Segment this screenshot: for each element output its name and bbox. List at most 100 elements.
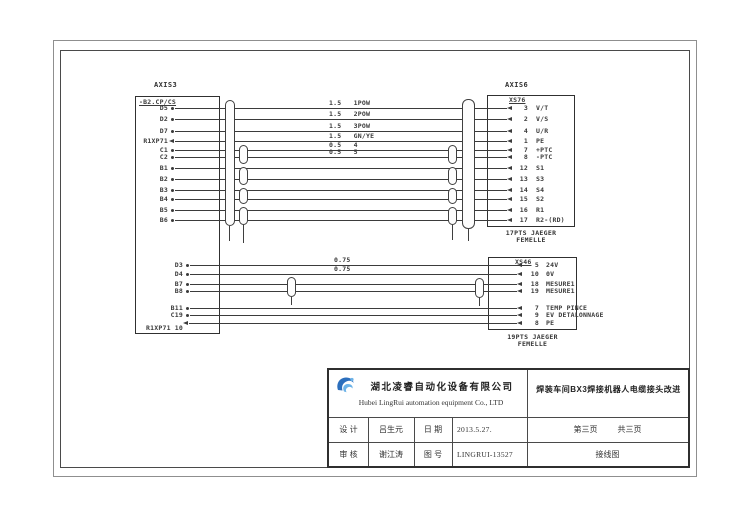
arrow-into-pin-icon: [517, 321, 522, 325]
title-block: 湖北凌睿自动化设备有限公司 Hubei LingRui automation e…: [327, 368, 690, 468]
pin-label-left: D5: [159, 104, 168, 112]
pin-label-left: D4: [174, 270, 183, 278]
right-bottom-connector-caption: 19PTS JAEGER: [507, 333, 558, 341]
pin-number: 5: [534, 261, 539, 269]
page-info: 第三页 共三页: [527, 417, 688, 442]
wire-junction-dot: [186, 314, 189, 317]
pin-signal-name: EV DETALONNAGE: [546, 311, 604, 319]
pin-number: 17: [519, 216, 528, 224]
pin-label-left: B4: [159, 195, 168, 203]
arrow-into-pin-icon: [517, 306, 522, 310]
wire-line: [190, 284, 517, 286]
pin-number: 12: [519, 164, 528, 172]
wire-line: [175, 108, 507, 110]
pin-label-left: B5: [159, 206, 168, 214]
pin-number: 2: [523, 115, 528, 123]
page-number: 第三页: [573, 425, 598, 434]
wire-junction-dot: [171, 198, 174, 201]
title-block-divider: [452, 417, 453, 466]
wire-junction-dot: [186, 290, 189, 293]
pin-number: 3: [523, 104, 528, 112]
pin-label-left: B1: [159, 164, 168, 172]
title-block-divider: [368, 417, 369, 466]
arrow-into-pin-icon: [517, 282, 522, 286]
pin-number: 8: [534, 319, 539, 327]
wire-junction-dot: [186, 273, 189, 276]
pin-number: 7: [534, 304, 539, 312]
pin-number: 1: [523, 137, 528, 145]
cable-sheath: [239, 145, 248, 164]
pin-label-left: B7: [174, 280, 183, 288]
right-top-connector-caption: 17PTS JAEGER: [505, 229, 557, 237]
pin-number: 15: [519, 195, 528, 203]
drawing-no-label: 图 号: [423, 449, 443, 459]
check-label: 审 核: [339, 449, 358, 459]
arrow-into-pin-icon: [507, 117, 512, 121]
wire-size-label: 1.5 GN/YE: [329, 132, 375, 140]
pin-number: 16: [519, 206, 528, 214]
sheet-name: 接线图: [595, 449, 620, 459]
pin-signal-name: PE: [536, 137, 545, 145]
arrow-into-pin-icon: [507, 155, 512, 159]
pin-signal-name: R1: [536, 206, 545, 214]
wire-line: [175, 150, 507, 152]
pin-label-left: C19: [170, 311, 183, 319]
wire-line: [175, 190, 507, 192]
pin-label-left: B8: [174, 287, 183, 295]
sheath-tail: [229, 226, 231, 241]
drawing-no-value: LINGRUI-13527: [457, 449, 513, 459]
pin-number: 18: [530, 280, 539, 288]
left-connector-footer: R1XP71 10: [146, 324, 184, 332]
pin-number: 13: [519, 175, 528, 183]
cable-sheath: [239, 167, 248, 185]
wire-size-label: 1.5 1POW: [329, 99, 371, 107]
pages-total: 共三页: [617, 425, 642, 434]
right-top-connector-title: AXIS6: [505, 81, 529, 89]
pin-label-left: B2: [159, 175, 168, 183]
wire-junction-dot: [171, 107, 174, 110]
right-bottom-connector-caption2: FEMELLE: [517, 340, 548, 348]
wire-line: [175, 119, 507, 121]
cable-sheath: [239, 207, 248, 225]
pin-signal-name: PE: [546, 319, 555, 327]
pin-label-left: B6: [159, 216, 168, 224]
wire-line: [175, 220, 507, 222]
designer-name: 吕生元: [379, 425, 403, 434]
drawing-outer-frame: [53, 40, 697, 477]
title-block-divider: [329, 442, 688, 443]
pin-signal-name: R2-(RD): [536, 216, 565, 224]
arrow-into-pin-icon: [507, 177, 512, 181]
pin-signal-name: MESURE1: [546, 287, 575, 295]
arrow-left-icon: [169, 139, 174, 143]
wire-size-label: 0.75: [334, 256, 351, 264]
wire-junction-dot: [186, 283, 189, 286]
pin-label-left: B11: [170, 304, 183, 312]
title-block-divider: [329, 417, 688, 418]
pin-signal-name: S3: [536, 175, 545, 183]
wire-junction-dot: [171, 149, 174, 152]
pin-number: 4: [523, 127, 528, 135]
arrow-into-pin-icon: [517, 313, 522, 317]
left-connector-box: [135, 96, 220, 334]
wire-line: [190, 308, 517, 310]
arrow-into-pin-icon: [507, 166, 512, 170]
pin-label-left: B3: [159, 186, 168, 194]
pin-signal-name: S2: [536, 195, 545, 203]
arrow-into-pin-icon: [507, 106, 512, 110]
arrow-into-pin-icon: [507, 148, 512, 152]
pin-label-left: R1XP71: [143, 137, 168, 145]
pin-signal-name: V/T: [536, 104, 549, 112]
pin-number: 19: [530, 287, 539, 295]
arrow-into-pin-icon: [507, 197, 512, 201]
drawing-title: 焊装车间BX3焊接机器人电缆接头改进: [536, 385, 681, 394]
date-value: 2013.5.27.: [457, 425, 492, 434]
arrow-left-icon: [183, 321, 188, 325]
design-label: 设 计: [339, 425, 358, 434]
wire-line: [175, 179, 507, 181]
left-connector-header: -B2.CP/CS: [139, 98, 177, 106]
wire-size-label: 0.5 4: [329, 141, 358, 149]
right-bottom-connector-ref: XS46: [515, 258, 532, 266]
wire-size-label: 0.75: [334, 265, 351, 273]
pin-signal-name: U/R: [536, 127, 549, 135]
